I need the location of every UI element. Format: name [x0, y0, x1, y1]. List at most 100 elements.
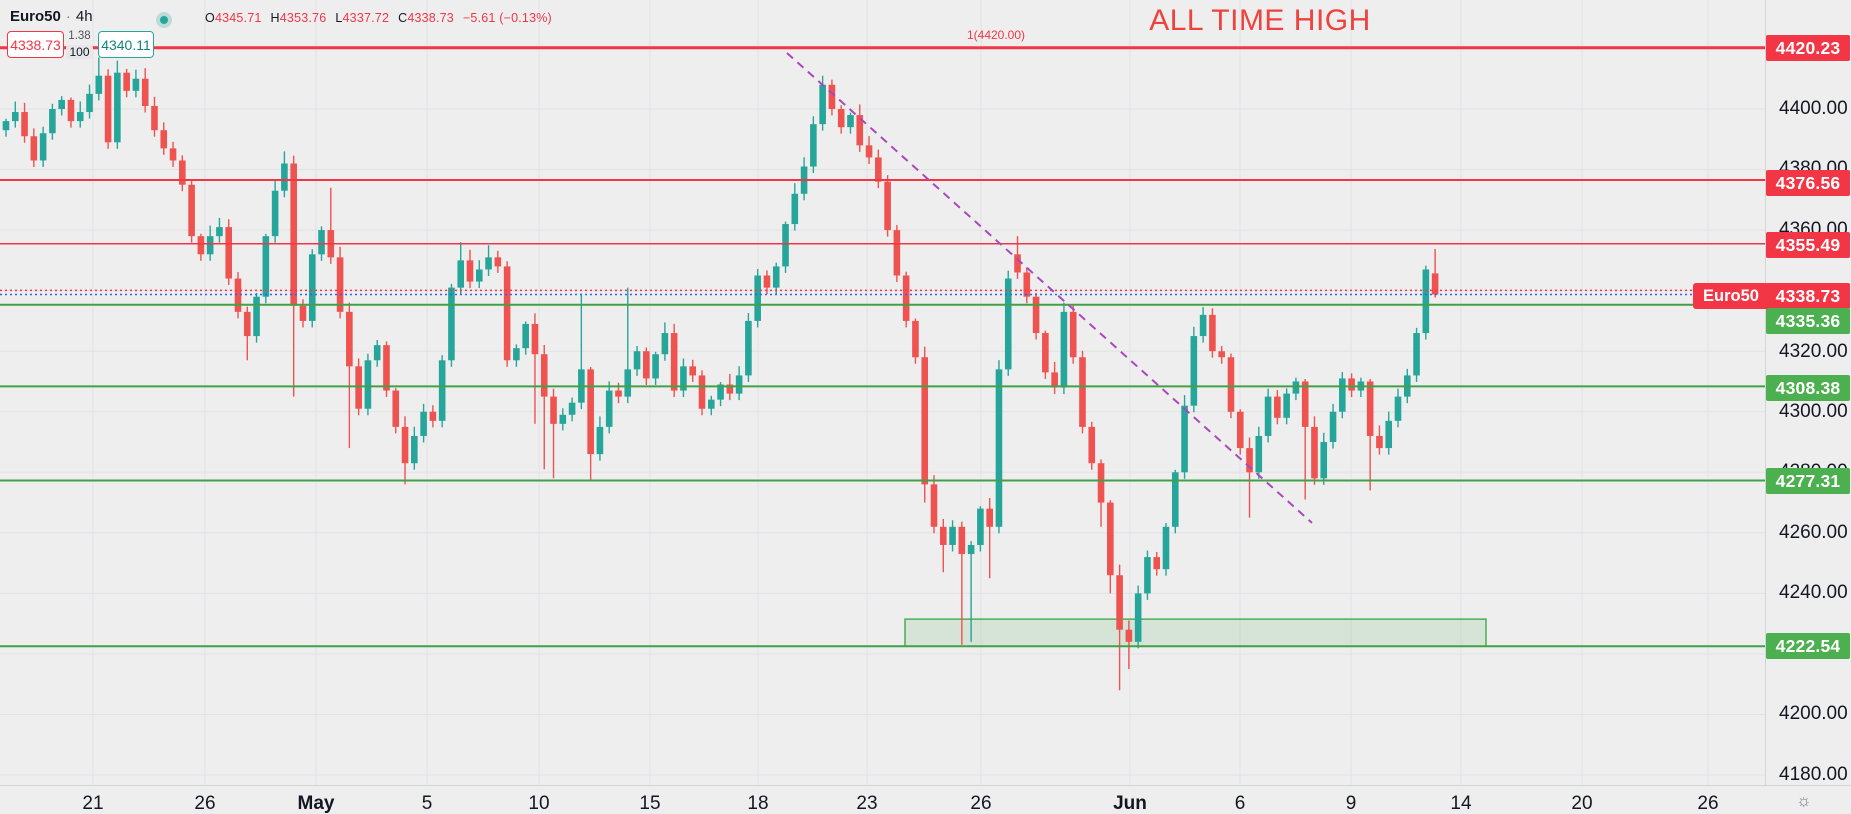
candle-down — [1246, 448, 1253, 473]
pl-points: 1.38 — [68, 30, 91, 42]
candle-up — [1134, 593, 1142, 642]
candle-down — [865, 145, 873, 158]
candle-down — [179, 160, 186, 185]
candle-up — [262, 236, 270, 297]
candle-down — [355, 366, 362, 409]
candle-down — [123, 72, 130, 91]
candle-down — [346, 311, 353, 367]
all-time-high-annotation[interactable]: ALL TIME HIGH — [1149, 4, 1371, 37]
price-axis-tick: 4400.00 — [1779, 98, 1848, 119]
candle-down — [429, 411, 437, 421]
close-key: C — [398, 11, 408, 25]
candle-down — [643, 351, 650, 379]
current-price-box[interactable]: 4338.73 — [7, 31, 64, 58]
candle-down — [104, 75, 112, 143]
candle-up — [967, 544, 975, 555]
candlestick-chart-canvas[interactable] — [0, 0, 1765, 785]
candle-down — [1311, 426, 1318, 479]
support-price-badge[interactable]: 4335.36 — [1766, 308, 1850, 334]
open-key: O — [205, 11, 215, 25]
candle-wick — [534, 313, 536, 424]
candle-up — [308, 254, 316, 321]
trendline-price-label[interactable]: 1(4420.00) — [966, 28, 1026, 42]
candle-wick — [348, 302, 351, 449]
candle-wick — [330, 187, 332, 264]
candle-down — [243, 311, 251, 337]
entry-price-box[interactable]: 4340.11 — [98, 31, 154, 58]
candle-wick — [580, 293, 583, 410]
support-price-badge[interactable]: 4277.31 — [1766, 468, 1850, 494]
candle-down — [188, 184, 195, 237]
candle-up — [1190, 336, 1198, 406]
candle-up — [819, 84, 826, 125]
candle-up — [782, 224, 789, 267]
candle-down — [930, 484, 938, 527]
candle-up — [132, 78, 140, 91]
candle-down — [503, 266, 511, 361]
support-price-badge[interactable]: 4222.54 — [1766, 633, 1850, 659]
time-axis-day-label: 9 — [1345, 793, 1357, 814]
demand-zone[interactable] — [904, 618, 1487, 648]
candle-down — [1051, 372, 1058, 388]
candle-up — [745, 320, 752, 376]
candle-down — [763, 275, 771, 288]
candle-down — [383, 345, 390, 391]
candle-down — [893, 230, 901, 276]
candle-down — [689, 366, 697, 376]
candle-down — [151, 105, 158, 131]
support-price-badge[interactable]: 4308.38 — [1766, 375, 1850, 401]
candle-up — [39, 133, 47, 161]
time-axis-day-label: 26 — [1697, 793, 1719, 814]
candle-down — [1209, 314, 1216, 352]
candle-down — [902, 275, 910, 321]
position-pl-group[interactable]: 1.38 100 — [63, 30, 96, 61]
position-quantity[interactable]: 100 — [66, 45, 93, 59]
candle-up — [810, 124, 817, 167]
resistance-price-badge[interactable]: 4338.73 — [1766, 283, 1850, 309]
candle-down — [1366, 381, 1374, 436]
axis-settings-icon[interactable]: ☼ — [1796, 791, 1812, 810]
timeframe-label[interactable]: 4h — [75, 8, 93, 25]
candle-down — [160, 130, 168, 149]
candle-down — [1431, 273, 1439, 295]
candle-down — [1301, 381, 1309, 427]
symbol-header[interactable]: Euro50 · 4h — [10, 8, 93, 25]
symbol-name[interactable]: Euro50 — [10, 8, 61, 25]
candle-wick — [1304, 379, 1306, 500]
symbol-price-badge[interactable]: Euro50 — [1693, 283, 1769, 309]
candle-up — [95, 75, 103, 94]
market-status-icon[interactable] — [156, 12, 172, 28]
candle-up — [559, 414, 567, 424]
time-axis-day-label: 5 — [421, 793, 433, 814]
candle-down — [615, 390, 622, 397]
candle-down — [30, 136, 38, 161]
time-axis-day-label: 6 — [1234, 793, 1246, 814]
candle-wick — [552, 388, 555, 479]
candle-down — [1116, 575, 1123, 630]
candle-up — [1394, 396, 1402, 421]
candle-down — [336, 257, 344, 312]
candle-up — [2, 121, 10, 131]
price-axis-tick: 4260.00 — [1779, 522, 1848, 543]
candle-up — [661, 333, 669, 355]
candle-up — [513, 348, 520, 361]
resistance-price-badge[interactable]: 4355.49 — [1766, 232, 1850, 258]
close-value: 4338.73 — [407, 11, 454, 25]
candle-up — [652, 354, 659, 379]
price-axis-tick: 4240.00 — [1779, 582, 1848, 603]
change-value: −5.61 (−0.13%) — [462, 11, 552, 25]
descending-trendline[interactable] — [786, 52, 1313, 524]
candle-wick — [1248, 437, 1251, 518]
candle-up — [1004, 278, 1012, 370]
resistance-price-badge[interactable]: 4420.23 — [1766, 35, 1850, 61]
candle-up — [485, 257, 492, 270]
candle-wick — [543, 344, 545, 470]
candle-down — [1348, 378, 1355, 391]
candle-up — [1385, 420, 1393, 449]
high-key: H — [270, 11, 280, 25]
resistance-price-badge[interactable]: 4376.56 — [1766, 170, 1850, 196]
candle-up — [1181, 405, 1188, 473]
low-key: L — [335, 11, 343, 25]
candle-down — [939, 526, 947, 545]
candle-up — [735, 375, 743, 394]
